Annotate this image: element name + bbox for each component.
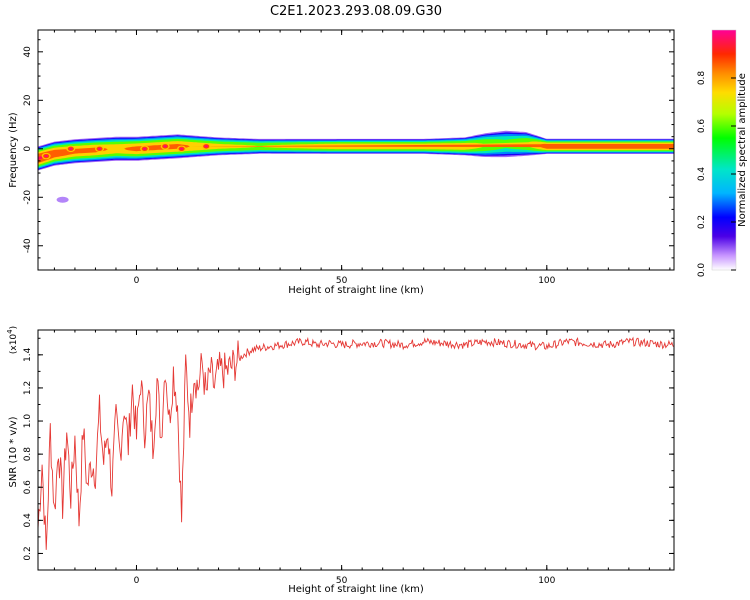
colorbar-gradient	[712, 30, 736, 270]
snr-ytick-label: 0.6	[23, 480, 33, 495]
figure-title: C2E1.2023.293.08.09.G30	[270, 4, 442, 19]
colorbar-axes: 0.0 0.2 0.4 0.6 0.8	[697, 29, 737, 278]
colorbar-label: Normalized spectral amplitude	[737, 73, 748, 227]
snr-multiplier-close: )	[9, 326, 19, 330]
spectrogram-peak-4-2	[179, 147, 184, 150]
spectrogram-frame	[37, 29, 675, 271]
spectrogram-ytick-label: 0	[23, 146, 33, 152]
snr-multiplier-exp: 4	[6, 329, 14, 334]
spectrogram-ytick-label: 40	[23, 46, 33, 58]
snr-ytick-label: 1.2	[23, 381, 33, 395]
colorbar: 0.0 0.2 0.4 0.6 0.8 Normalized spectral ampl…	[697, 29, 748, 278]
colorbar-tick-label: 0.8	[697, 71, 707, 86]
spectrogram-peak-5-2	[204, 145, 208, 148]
spectrogram-band-level-6	[38, 143, 674, 164]
colorbar-border	[711, 29, 737, 271]
colorbar-tick-label: 0.6	[697, 119, 707, 134]
spectrogram-peak-3-2	[163, 145, 167, 148]
spectrogram-peak-1-2	[97, 147, 102, 150]
snr-ytick-label: 0.8	[23, 447, 33, 462]
snr-ytick-label: 0.4	[23, 513, 33, 528]
colorbar-tick-label: 0.4	[697, 167, 707, 182]
spectrogram-ytick-label: -20	[23, 190, 33, 205]
snr-multiplier-base: (x10	[9, 334, 19, 355]
spectrogram-band-level-5	[38, 141, 674, 165]
spectrogram-ylabel: Frequency (Hz)	[8, 112, 19, 188]
spectrogram-peak-6-2	[44, 154, 48, 158]
spectrogram-peak-0-2	[69, 147, 73, 150]
spectrogram-panel: 0 50 100 -40 -20 0 20 40 Height of straight lin…	[8, 29, 675, 296]
spectrogram-xtick-label: 100	[538, 276, 555, 286]
snr-ytick-label: 1.4	[23, 347, 33, 362]
snr-ytick-label: 1.0	[23, 414, 33, 429]
colorbar-tick-label: 0.0	[697, 263, 707, 278]
snr-frame	[37, 329, 675, 571]
spectrogram-ytick-label: 20	[23, 94, 33, 106]
spectrogram-axes: 0 50 100 -40 -20 0 20 40	[23, 30, 674, 286]
snr-xtick-label: 50	[336, 576, 348, 586]
snr-multiplier: (x104)	[6, 326, 19, 354]
snr-xlabel: Height of straight line (km)	[288, 584, 424, 595]
snr-xtick-label: 100	[538, 576, 555, 586]
snr-ytick-label: 0.2	[23, 546, 33, 560]
spectrogram-faint-blob-0	[56, 196, 69, 203]
snr-panel: 0 50 100 0.2 0.4 0.6 0.8 1.0 1.2 1.4 Height of st…	[6, 326, 675, 595]
snr-series-line	[38, 336, 674, 550]
spectrogram-xlabel: Height of straight line (km)	[288, 285, 424, 296]
spectrogram-heatmap	[38, 130, 674, 203]
snr-xtick-label: 0	[134, 576, 140, 586]
spectrogram-xtick-label: 50	[336, 276, 348, 286]
snr-line-layer	[38, 336, 674, 550]
spectrogram-xtick-label: 0	[134, 276, 140, 286]
spectrogram-peak-2-2	[143, 147, 147, 150]
colorbar-tick-label: 0.2	[697, 215, 707, 229]
snr-ylabel: SNR (10 * v/v)	[8, 416, 19, 487]
snr-axes: 0 50 100 0.2 0.4 0.6 0.8 1.0 1.2 1.4	[23, 330, 674, 586]
spectrogram-ytick-label: -40	[23, 238, 33, 253]
